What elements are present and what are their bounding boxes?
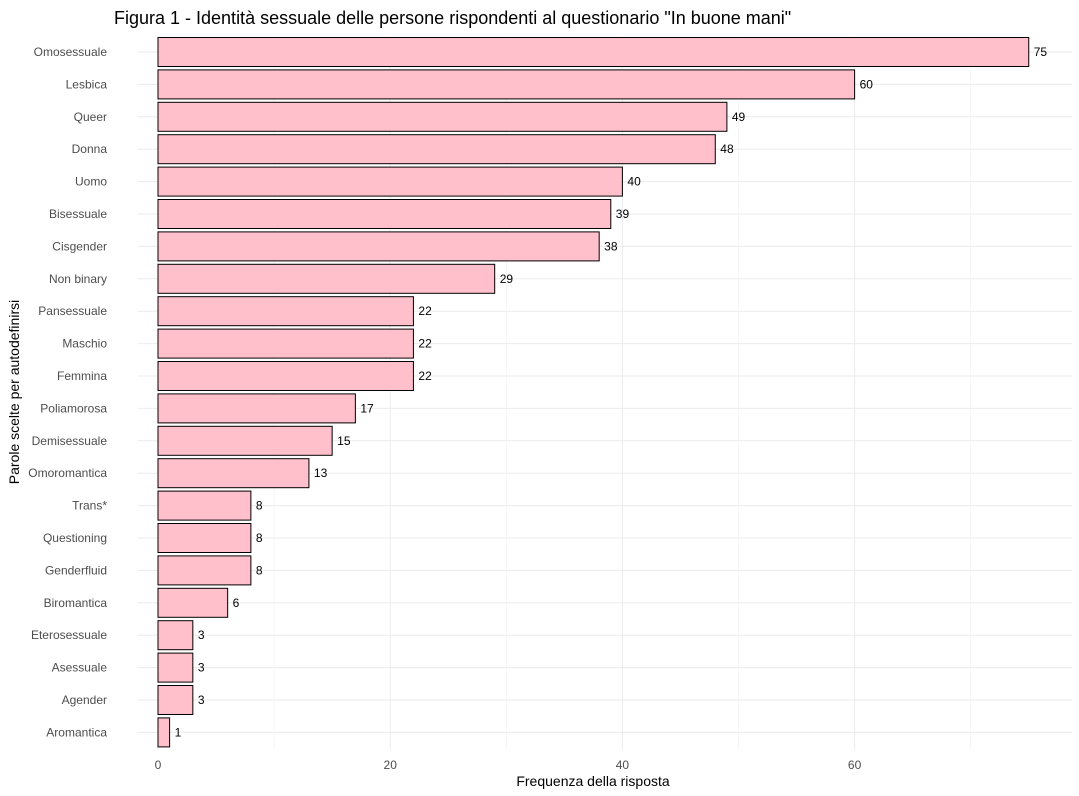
y-tick-label: Pansessuale	[38, 304, 107, 318]
bar	[157, 263, 496, 294]
bar	[157, 101, 728, 132]
data-label: 29	[500, 272, 514, 286]
y-tick-label: Femmina	[57, 369, 107, 383]
y-tick-label: Omosessuale	[34, 45, 108, 59]
data-label: 40	[627, 175, 641, 189]
y-tick-label: Trans*	[72, 499, 107, 513]
x-axis-tick-labels: 0 20 40 60	[155, 758, 862, 772]
y-tick-label: Maschio	[62, 337, 107, 351]
y-tick-label: Genderfluid	[45, 563, 107, 577]
bar	[157, 393, 356, 424]
y-tick-label: Bisessuale	[49, 207, 107, 221]
y-tick-label: Agender	[62, 693, 107, 707]
y-tick-label: Questioning	[43, 531, 107, 545]
x-tick-label: 20	[384, 758, 398, 772]
bar	[157, 231, 600, 262]
data-label: 39	[616, 207, 630, 221]
data-label: 8	[256, 563, 263, 577]
y-axis-tick-labels: Omosessuale Lesbica Queer Donna Uomo Bisessua…	[28, 45, 107, 739]
bars	[157, 37, 1030, 748]
y-tick-label: Asessuale	[52, 661, 108, 675]
chart-title: Figura 1 - Identità sessuale delle perso…	[114, 8, 791, 28]
x-tick-label: 0	[155, 758, 162, 772]
data-label: 8	[256, 531, 263, 545]
data-label: 22	[418, 337, 432, 351]
data-label: 3	[198, 628, 205, 642]
data-label: 60	[860, 77, 874, 91]
y-tick-label: Demisessuale	[32, 434, 108, 448]
bar	[157, 620, 194, 651]
data-label: 3	[198, 693, 205, 707]
data-label: 1	[175, 725, 182, 739]
data-label: 48	[720, 142, 734, 156]
bar	[157, 587, 229, 618]
bar	[157, 134, 716, 165]
bar	[157, 523, 252, 553]
x-tick-label: 60	[848, 758, 862, 772]
y-tick-label: Non binary	[49, 272, 107, 286]
bar	[157, 199, 612, 229]
bar	[157, 685, 194, 715]
y-tick-label: Eterosessuale	[31, 628, 107, 642]
bar	[157, 37, 1030, 67]
data-labels: 75 60 49 48 40 39 38 29 22 22 22 17 15 13 8 8 8 6 3 3 3 1	[175, 45, 1048, 739]
data-label: 13	[314, 466, 328, 480]
bar	[157, 328, 414, 359]
y-tick-label: Queer	[74, 110, 107, 124]
bar	[157, 296, 414, 327]
data-label: 22	[418, 369, 432, 383]
data-label: 8	[256, 499, 263, 513]
bar	[157, 425, 333, 456]
y-tick-label: Poliamorosa	[40, 401, 107, 415]
data-label: 6	[233, 596, 240, 610]
y-tick-label: Omoromantica	[28, 466, 107, 480]
bar	[157, 361, 414, 391]
x-axis-title: Frequenza della risposta	[516, 773, 670, 789]
y-tick-label: Uomo	[75, 175, 107, 189]
bar	[157, 166, 623, 197]
data-label: 38	[604, 239, 618, 253]
bar	[157, 69, 856, 100]
data-label: 75	[1034, 45, 1048, 59]
y-tick-label: Lesbica	[66, 77, 108, 91]
bar	[157, 458, 310, 489]
data-label: 49	[732, 110, 746, 124]
bar	[157, 652, 194, 683]
data-label: 3	[198, 661, 205, 675]
y-axis-title: Parole scelte per autodefinirsi	[6, 300, 22, 484]
data-label: 17	[360, 401, 374, 415]
data-label: 15	[337, 434, 351, 448]
y-tick-label: Cisgender	[52, 239, 107, 253]
y-tick-label: Aromantica	[46, 725, 107, 739]
y-tick-label: Biromantica	[44, 596, 108, 610]
data-label: 22	[418, 304, 432, 318]
y-tick-label: Donna	[72, 142, 108, 156]
bar	[157, 717, 171, 748]
bar	[157, 490, 252, 521]
x-tick-label: 40	[616, 758, 630, 772]
bar	[157, 555, 252, 586]
